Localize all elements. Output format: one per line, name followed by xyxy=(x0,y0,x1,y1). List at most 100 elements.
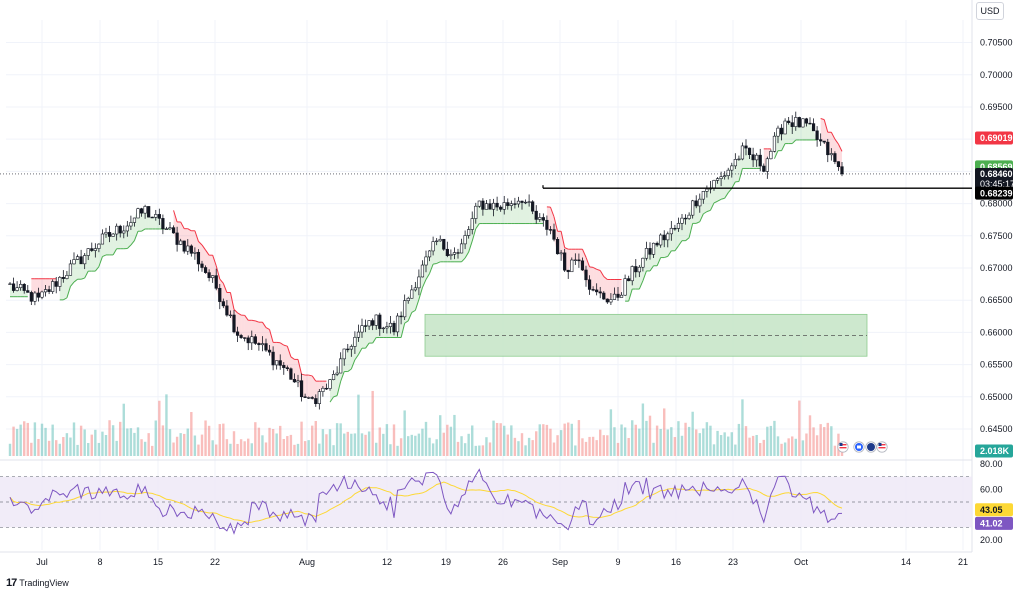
band-line xyxy=(596,268,601,271)
volume-bar xyxy=(407,436,410,456)
band-fill xyxy=(312,375,316,404)
volume-bar xyxy=(463,443,467,456)
volume-bar xyxy=(599,429,602,456)
volume-bar xyxy=(492,420,495,456)
candle-body xyxy=(420,264,425,278)
volume-bar xyxy=(392,424,396,456)
rsi-ma-badge: 43.05 xyxy=(975,503,1013,517)
band-fill xyxy=(454,252,458,262)
band-line xyxy=(581,248,587,258)
volume-bar xyxy=(168,429,172,456)
volume-bar xyxy=(755,434,758,456)
volume-bar xyxy=(179,433,182,456)
volume-bar xyxy=(481,445,485,456)
volume-bar xyxy=(225,439,229,456)
volume-bar xyxy=(40,423,44,456)
us-flag-icon-canton xyxy=(839,443,843,446)
event-icons[interactable] xyxy=(837,441,888,453)
candle-body xyxy=(627,278,631,282)
last-price-badge-bg xyxy=(975,167,1013,190)
volume-bar xyxy=(666,429,669,456)
candle-body xyxy=(641,257,645,268)
volume-bar xyxy=(762,439,765,456)
candle-body xyxy=(545,219,549,230)
volume-bar xyxy=(339,423,342,456)
calendar-event-icon xyxy=(853,441,865,453)
volume-bar xyxy=(588,436,591,456)
candle-body xyxy=(648,248,652,255)
volume-bar xyxy=(794,438,797,456)
candle-body xyxy=(118,225,122,234)
candle-body xyxy=(634,266,638,273)
band-line xyxy=(471,228,477,242)
au-flag-icon-field xyxy=(867,443,875,451)
volume-bar xyxy=(645,420,648,456)
candle-body xyxy=(751,154,755,161)
price-tick-label: 0.69500 xyxy=(980,102,1013,112)
candle-body xyxy=(726,169,730,177)
candle-body xyxy=(755,154,759,161)
volume-bar xyxy=(172,442,175,456)
tradingview-logo[interactable]: 17 TradingView xyxy=(6,577,69,589)
volume-bar xyxy=(542,424,545,456)
candle-body xyxy=(502,202,506,210)
band-fill xyxy=(305,375,309,398)
candle-body xyxy=(75,256,80,260)
volume-bar xyxy=(680,435,684,456)
candle-body xyxy=(385,326,389,329)
volume-bar xyxy=(712,444,716,456)
candle-body xyxy=(683,217,688,220)
rsi-line xyxy=(9,468,843,535)
band-line xyxy=(667,250,672,257)
price-tick-label: 0.66500 xyxy=(980,295,1013,305)
volume-bar xyxy=(247,438,250,456)
candle-body xyxy=(107,232,112,237)
candle-body xyxy=(349,346,353,350)
volume-bar xyxy=(335,423,339,456)
candle-body xyxy=(591,289,595,291)
volume-bar xyxy=(215,444,218,456)
down-band-price-badge-bg xyxy=(975,131,1013,145)
rsi-ma-line xyxy=(9,481,843,524)
volume-bar xyxy=(371,390,374,456)
volume-bar xyxy=(154,420,157,456)
candle-body xyxy=(171,227,176,234)
band-fill xyxy=(724,170,729,199)
candle-body xyxy=(11,283,16,291)
candle-body xyxy=(33,292,37,302)
candle-body xyxy=(296,380,300,383)
candle-body xyxy=(275,360,279,366)
time-axis[interactable]: Jul 8 15 22 Aug 12 19 26 Sep 9 16 23 Oct 14 21 xyxy=(36,557,968,567)
band-line xyxy=(731,181,736,189)
volume-bar xyxy=(350,433,353,456)
volume-bar xyxy=(670,427,673,456)
band-fill xyxy=(706,187,711,212)
candle-body xyxy=(840,166,844,175)
band-fill xyxy=(379,327,384,338)
volume-bar xyxy=(239,439,243,456)
price-tick-label: 0.70500 xyxy=(980,38,1013,48)
volume-bar xyxy=(552,442,556,456)
band-line xyxy=(251,319,256,322)
candle-body xyxy=(822,140,826,143)
candle-body xyxy=(623,278,627,296)
currency-selector[interactable]: USD xyxy=(976,2,1004,20)
band-fill xyxy=(315,381,320,404)
volume-bar xyxy=(424,421,428,456)
band-fill xyxy=(810,123,814,140)
us-flag-icon-stripe xyxy=(878,447,886,449)
candle-body xyxy=(136,208,140,219)
band-fill xyxy=(244,315,249,343)
candle-body xyxy=(680,217,684,224)
volume-bar xyxy=(204,420,207,456)
band-line xyxy=(823,119,829,133)
candle-body xyxy=(566,269,570,273)
candle-body xyxy=(467,229,471,236)
volume-bar xyxy=(62,437,65,456)
band-line xyxy=(265,327,270,331)
band-fill xyxy=(42,278,46,292)
candle-body xyxy=(523,201,528,204)
band-fill xyxy=(241,315,245,338)
price-axis[interactable]: 0.705000.700000.695000.690000.685000.680… xyxy=(975,38,1015,545)
